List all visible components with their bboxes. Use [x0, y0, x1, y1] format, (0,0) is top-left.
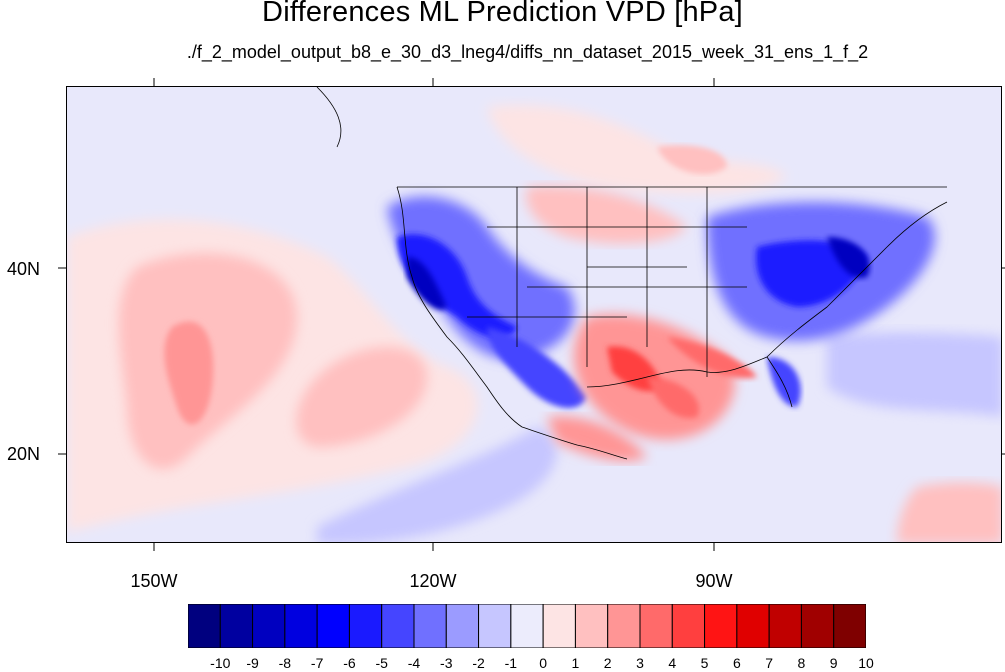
colorbar-swatch [316, 604, 350, 648]
lon-label-90w: 90W [695, 571, 733, 591]
colorbar-swatch [574, 604, 609, 648]
eastern-pacific-positive [296, 347, 427, 447]
colorbar-swatch [607, 604, 641, 648]
lat-label-40n: 40N [6, 259, 40, 279]
colorbar-label: -7 [310, 655, 324, 671]
colorbar-label: 4 [668, 655, 677, 671]
colorbar-swatch [284, 604, 318, 648]
colorbar [188, 604, 866, 648]
colorbar-swatch [348, 604, 383, 648]
western-us-negative [387, 196, 575, 360]
difference-field [67, 87, 1001, 542]
colorbar-label: 0 [539, 655, 548, 671]
colorbar-label: 10 [858, 655, 874, 671]
colorbar-swatch [445, 604, 480, 648]
colorbar-label: 5 [700, 655, 709, 671]
colorbar-label: 7 [765, 655, 774, 671]
colorbar-swatch [671, 604, 706, 648]
lon-label-120w: 120W [409, 571, 457, 591]
coastlines [316, 87, 948, 460]
colorbar-swatch [252, 604, 286, 648]
colorbar-label: -4 [407, 655, 421, 671]
colorbar-label: -8 [278, 655, 292, 671]
colorbar-label: 1 [571, 655, 580, 671]
colorbar-swatch [768, 604, 802, 648]
colorbar-label: -2 [472, 655, 485, 671]
colorbar-swatch [542, 604, 576, 648]
colorbar-swatch [188, 604, 221, 648]
colorbar-swatch [413, 604, 447, 648]
colorbar-swatch [478, 604, 512, 648]
colorbar-label: -10 [210, 655, 231, 671]
colorbar-label: 3 [636, 655, 644, 671]
colorbar-label: -3 [440, 655, 453, 671]
colorbar-label: 2 [603, 655, 612, 671]
colorbar-swatch [639, 604, 673, 648]
tropical-negative-band [317, 427, 557, 542]
map-subtitle: ./f_2_model_output_b8_e_30_d3_lneg4/diff… [186, 42, 869, 62]
colorbar-swatch [736, 604, 770, 648]
colorbar-label: -6 [343, 655, 356, 671]
colorbar-swatch [833, 604, 866, 648]
colorbar-label: 9 [829, 655, 838, 671]
colorbar-label: 8 [797, 655, 806, 671]
map-title: Differences ML Prediction VPD [hPa] [262, 0, 743, 28]
colorbar-swatch [704, 604, 738, 648]
lon-label-150w: 150W [130, 571, 178, 591]
colorbar-swatch [219, 604, 254, 648]
colorbar-label: -9 [246, 655, 259, 671]
colorbar-swatch [381, 604, 415, 648]
lat-label-20n: 20N [6, 444, 40, 464]
colorbar-label: -5 [375, 655, 388, 671]
colorbar-swatch [800, 604, 835, 648]
map-panel [66, 86, 1002, 543]
colorbar-label: -1 [504, 655, 518, 671]
colorbar-swatch [510, 604, 544, 648]
colorbar-label: 6 [732, 655, 741, 671]
